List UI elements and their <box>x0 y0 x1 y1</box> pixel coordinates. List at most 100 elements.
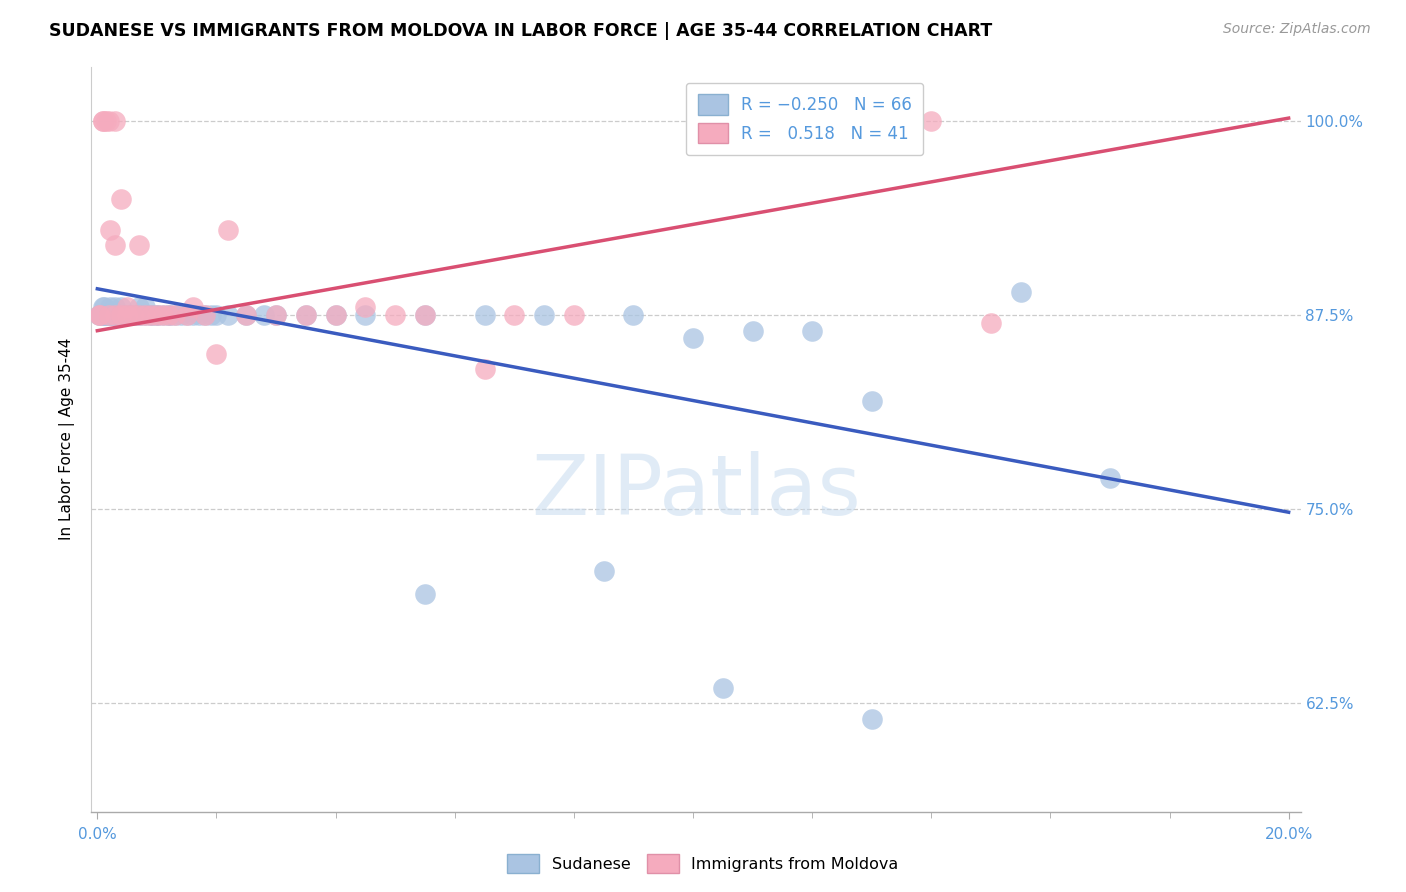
Point <box>89 308 111 322</box>
Point <box>96 308 118 322</box>
Point <box>128 308 150 322</box>
Point <box>110 308 132 322</box>
Y-axis label: In Labor Force | Age 35-44: In Labor Force | Age 35-44 <box>59 338 76 541</box>
Legend: Sudanese, Immigrants from Moldova: Sudanese, Immigrants from Moldova <box>501 847 905 880</box>
Point <box>122 308 145 322</box>
Point <box>139 308 162 322</box>
Point <box>474 362 496 376</box>
Point <box>110 308 132 322</box>
Point <box>187 308 209 322</box>
Point <box>295 308 318 322</box>
Point <box>176 308 198 322</box>
Point <box>115 308 138 322</box>
Point <box>592 564 614 578</box>
Point <box>533 308 555 322</box>
Point <box>146 308 169 322</box>
Point <box>200 308 222 322</box>
Point <box>115 308 138 322</box>
Point <box>801 324 824 338</box>
Point <box>562 308 585 322</box>
Point <box>110 301 132 315</box>
Point <box>122 308 145 322</box>
Point <box>325 308 347 322</box>
Point <box>96 308 118 322</box>
Point <box>157 308 180 322</box>
Point <box>104 308 127 322</box>
Point <box>104 114 127 128</box>
Point <box>134 308 156 322</box>
Point <box>176 308 198 322</box>
Point <box>205 308 228 322</box>
Point <box>134 301 156 315</box>
Point <box>152 308 174 322</box>
Point <box>152 308 174 322</box>
Point <box>860 393 883 408</box>
Point <box>112 308 135 322</box>
Point <box>97 308 120 322</box>
Point <box>354 308 377 322</box>
Point <box>91 114 114 128</box>
Point <box>91 301 114 315</box>
Point <box>100 308 122 322</box>
Point <box>104 308 127 322</box>
Point <box>122 308 145 322</box>
Point <box>413 308 436 322</box>
Point <box>89 308 111 322</box>
Point <box>115 301 138 315</box>
Point <box>170 308 193 322</box>
Point <box>128 238 150 252</box>
Point <box>104 308 127 322</box>
Point <box>128 301 150 315</box>
Point <box>146 308 169 322</box>
Point <box>93 301 115 315</box>
Point <box>193 308 215 322</box>
Point <box>98 308 121 322</box>
Point <box>91 114 114 128</box>
Text: SUDANESE VS IMMIGRANTS FROM MOLDOVA IN LABOR FORCE | AGE 35-44 CORRELATION CHART: SUDANESE VS IMMIGRANTS FROM MOLDOVA IN L… <box>49 22 993 40</box>
Point <box>354 301 377 315</box>
Point <box>146 308 169 322</box>
Point <box>205 347 228 361</box>
Point <box>860 712 883 726</box>
Point <box>128 308 150 322</box>
Point <box>115 308 138 322</box>
Point <box>253 308 276 322</box>
Point <box>101 308 124 322</box>
Point <box>104 238 127 252</box>
Point <box>91 308 114 322</box>
Point <box>384 308 406 322</box>
Point <box>181 308 204 322</box>
Text: Source: ZipAtlas.com: Source: ZipAtlas.com <box>1223 22 1371 37</box>
Point <box>1010 285 1032 299</box>
Point <box>741 324 763 338</box>
Point <box>128 308 150 322</box>
Point <box>295 308 318 322</box>
Point <box>91 308 114 322</box>
Point <box>193 308 215 322</box>
Point <box>90 308 112 322</box>
Point <box>235 308 257 322</box>
Point <box>98 308 121 322</box>
Point <box>474 308 496 322</box>
Point <box>413 308 436 322</box>
Point <box>139 308 162 322</box>
Point <box>98 114 121 128</box>
Point <box>115 308 138 322</box>
Point <box>413 587 436 601</box>
Point <box>163 308 186 322</box>
Point <box>110 192 132 206</box>
Legend: R = −0.250   N = 66, R =   0.518   N = 41: R = −0.250 N = 66, R = 0.518 N = 41 <box>686 83 924 155</box>
Point <box>682 331 704 345</box>
Point <box>110 308 132 322</box>
Point <box>157 308 180 322</box>
Point <box>104 301 127 315</box>
Point <box>711 681 734 695</box>
Point <box>100 223 122 237</box>
Point <box>96 114 118 128</box>
Point <box>980 316 1002 330</box>
Point <box>235 308 257 322</box>
Point <box>89 308 111 322</box>
Point <box>163 308 186 322</box>
Point <box>134 308 156 322</box>
Point <box>93 308 115 322</box>
